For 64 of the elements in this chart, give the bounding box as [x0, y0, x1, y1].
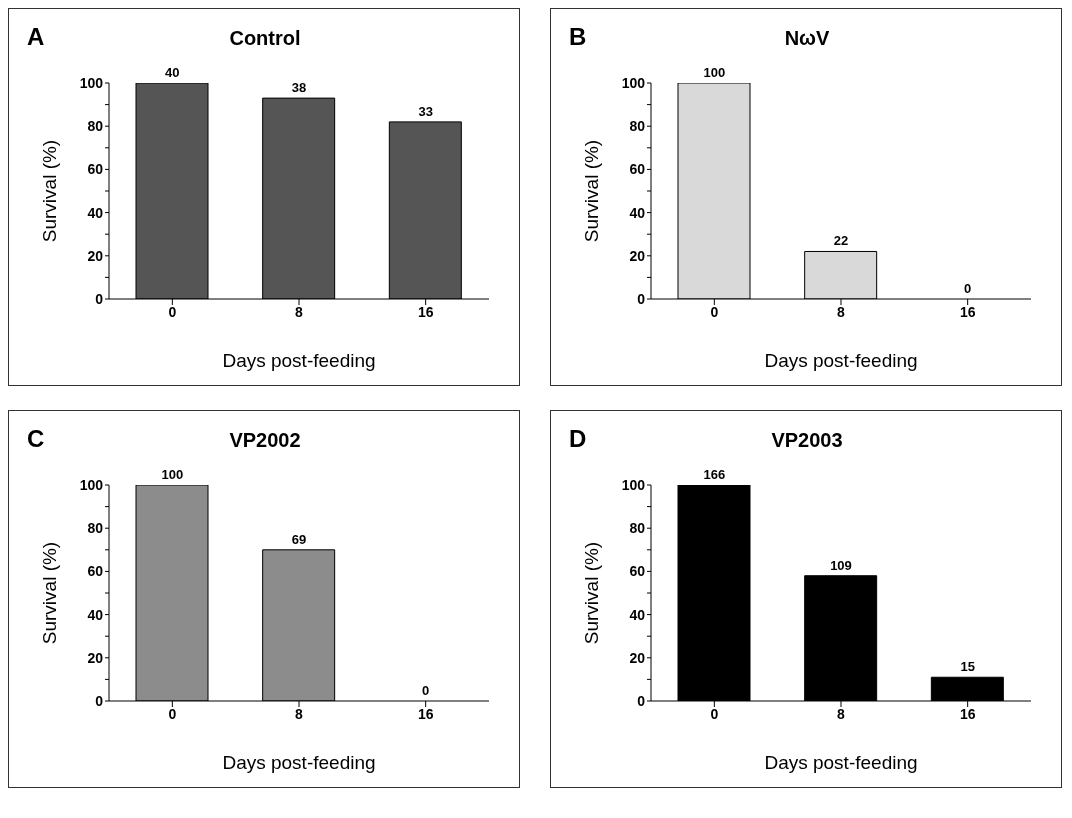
- x-axis-title: Days post-feeding: [222, 350, 376, 371]
- y-tick-label: 0: [95, 692, 104, 709]
- y-tick-label: 40: [629, 606, 646, 623]
- x-tick-label: 0: [710, 303, 719, 320]
- y-tick-label: 20: [87, 649, 104, 666]
- x-axis-title: Days post-feeding: [222, 752, 376, 773]
- chart-title: VP2003: [771, 429, 843, 451]
- data-label: 0: [964, 281, 972, 296]
- y-tick-label: 40: [87, 204, 104, 221]
- data-label: 100: [161, 467, 184, 482]
- y-axis-title: Survival (%): [580, 139, 602, 243]
- y-tick-label: 40: [629, 204, 646, 221]
- x-tick-label: 8: [295, 705, 304, 722]
- x-tick-label: 16: [417, 303, 434, 320]
- text: C: [27, 425, 45, 453]
- y-tick-label: 80: [87, 520, 104, 537]
- x-tick-label: 0: [710, 705, 719, 722]
- y-tick-label: 100: [621, 476, 646, 493]
- y-tick-label: 60: [629, 563, 646, 580]
- data-label: 100: [703, 65, 726, 80]
- annotation: 40: [165, 65, 180, 80]
- y-tick-label: 80: [629, 118, 646, 135]
- chart-title: VP2002: [229, 429, 301, 451]
- text: D: [569, 425, 587, 453]
- y-tick-label: 0: [637, 692, 646, 709]
- annotation: 33: [418, 103, 433, 119]
- y-tick-label: 60: [87, 161, 104, 178]
- chart-title: Control: [229, 27, 301, 49]
- y-tick-label: 20: [629, 247, 646, 264]
- x-tick-label: 16: [417, 705, 434, 722]
- y-tick-label: 40: [87, 606, 104, 623]
- x-tick-label: 0: [168, 705, 177, 722]
- y-tick-label: 100: [79, 74, 104, 91]
- annotation: 166: [703, 467, 726, 482]
- x-tick-label: 16: [959, 303, 976, 320]
- annotation: 69: [291, 531, 307, 547]
- data-label: 0: [422, 683, 430, 698]
- y-tick-label: 80: [87, 118, 104, 135]
- chart-title: NωV: [784, 27, 830, 49]
- y-tick-label: 20: [629, 649, 646, 666]
- y-axis-title: Survival (%): [38, 139, 60, 243]
- annotation: 38: [291, 80, 307, 96]
- x-tick-label: 0: [168, 303, 177, 320]
- annotation: 15: [960, 659, 975, 675]
- x-tick-label: 8: [295, 303, 304, 320]
- y-axis-title: Survival (%): [580, 541, 602, 645]
- y-tick-label: 80: [629, 520, 646, 537]
- y-tick-label: 0: [637, 290, 646, 307]
- x-tick-label: 8: [837, 705, 846, 722]
- x-axis-title: Days post-feeding: [764, 350, 918, 371]
- x-axis-title: Days post-feeding: [764, 752, 918, 773]
- x-tick-label: 16: [959, 705, 976, 722]
- y-tick-label: 100: [621, 74, 646, 91]
- annotation: 109: [830, 557, 852, 573]
- y-axis-title: Survival (%): [38, 541, 60, 645]
- y-tick-label: 20: [87, 247, 104, 264]
- text: A: [27, 23, 45, 51]
- y-tick-label: 0: [95, 290, 104, 307]
- text: B: [569, 23, 587, 51]
- x-tick-label: 8: [837, 303, 846, 320]
- y-tick-label: 60: [629, 161, 646, 178]
- y-tick-label: 60: [87, 563, 104, 580]
- y-tick-label: 100: [79, 476, 104, 493]
- data-label: 22: [833, 233, 849, 249]
